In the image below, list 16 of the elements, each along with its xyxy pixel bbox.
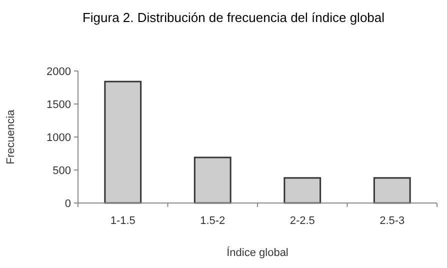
bar bbox=[373, 177, 411, 204]
chart-title: Figura 2. Distribución de frecuencia del índice global bbox=[82, 10, 385, 25]
y-tick-label: 2000 bbox=[46, 66, 71, 78]
bar bbox=[194, 156, 232, 204]
bar bbox=[104, 80, 142, 204]
y-axis-title: Frecuencia bbox=[5, 108, 17, 164]
x-tick-label: 1.5-2 bbox=[200, 215, 226, 227]
x-axis-title: Índice global bbox=[226, 246, 288, 259]
bar bbox=[284, 177, 322, 204]
y-tick-label: 500 bbox=[52, 164, 71, 177]
x-tick-label: 2.5-3 bbox=[380, 215, 405, 227]
y-tick-label: 1500 bbox=[46, 98, 71, 111]
x-tick-label: 1-1.5 bbox=[110, 215, 136, 227]
y-tick-label: 1000 bbox=[46, 132, 71, 144]
x-tick-label: 2-2.5 bbox=[290, 215, 315, 227]
y-tick-label: 0 bbox=[64, 198, 71, 210]
